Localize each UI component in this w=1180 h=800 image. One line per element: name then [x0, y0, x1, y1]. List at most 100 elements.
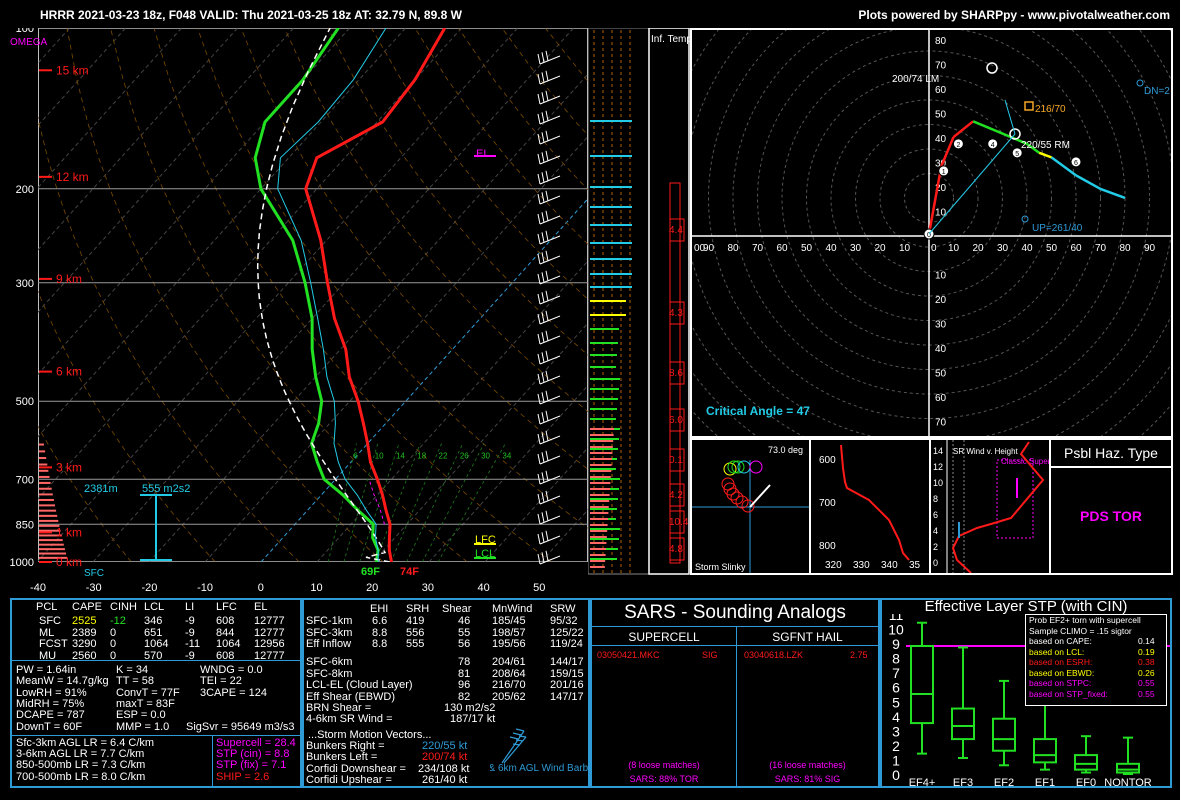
- kin-cell: 78: [458, 656, 471, 668]
- stp-y-label: 11: [889, 614, 904, 623]
- parcel-cell: -9: [185, 615, 195, 627]
- rm-label: 220/55 RM: [1021, 140, 1070, 151]
- lapse-rate: 850-500mb LR = 7.3 C/km: [16, 759, 146, 772]
- inferred-temp-column: 4.4 4.3 8.6 6.0 0.1 4.2 10.4 4.8 Inf. Temp.: [588, 28, 690, 575]
- stp-legend-row: based on CAPE: 0.14: [1026, 636, 1166, 647]
- storm-slinky: 73.0 deg Storm Slinky: [692, 445, 809, 573]
- pressure-tick: 100: [16, 28, 34, 35]
- slinky-ring: [735, 495, 749, 509]
- height-label: 9 km: [56, 272, 82, 286]
- mixing-ratio-label: 26: [460, 452, 469, 461]
- speed-bar: [39, 534, 62, 537]
- inf-red-bar: [590, 464, 612, 466]
- composite-index: STP (cin) = 8.8: [216, 748, 290, 761]
- stp-box: [951, 646, 975, 759]
- inf-bar: [590, 528, 620, 530]
- slinky-angle: 73.0 deg: [768, 445, 803, 455]
- hodo-x-label: 80: [727, 243, 739, 254]
- parcel-header: EL: [254, 601, 268, 613]
- mixing-ratio-label: 6: [353, 452, 358, 461]
- height-label: 15 km: [56, 63, 89, 77]
- hodo-height-marker: [1070, 156, 1082, 168]
- hodo-trace-segment: [927, 166, 943, 235]
- motion-label: Corfidi Upshear =: [306, 773, 392, 786]
- run-header: HRRR 2021-03-23 18z, F048 VALID: Thu 202…: [40, 8, 462, 22]
- temp-tick: -10: [197, 582, 213, 594]
- kin-cell: 82: [458, 690, 471, 703]
- inf-red-bar: [590, 488, 610, 490]
- sr-wind-y-label: 0: [933, 558, 938, 568]
- sars-title: SARS - Sounding Analogs: [624, 602, 846, 623]
- parcel-cell: 346: [144, 615, 163, 627]
- stp-legend-value: 0.14: [1138, 636, 1155, 646]
- kin-cell: 419: [406, 615, 425, 627]
- hodo-x-label: 40: [1021, 243, 1033, 254]
- parcel-cell: 844: [216, 626, 235, 639]
- inf-red-bar: [590, 476, 611, 478]
- wind-barb: [537, 310, 561, 325]
- kin-cell: 185/45: [492, 615, 526, 627]
- wind-barb: [537, 410, 561, 425]
- kinematic-panel: [302, 598, 590, 788]
- motion-label: Corfidi Downshear =: [306, 762, 406, 775]
- parcel-cell: 2525: [72, 615, 97, 627]
- parcel-cell: 12956: [254, 638, 285, 650]
- wind-barb: [537, 270, 561, 285]
- lm-label: 200/74 LM: [892, 74, 939, 85]
- speed-bar: [39, 543, 64, 546]
- stp-y-label: 8: [892, 651, 900, 667]
- hodo-height-label: 4: [991, 142, 995, 149]
- wind-barb: [537, 470, 561, 485]
- parcel-cell: 0: [110, 649, 117, 662]
- inf-bar: [590, 186, 632, 188]
- kin-cell: 81: [458, 667, 471, 680]
- sr-wind-y-label: 2: [933, 542, 938, 552]
- barb-legend-label: 1km & 6km AGL Wind Barbs: [490, 763, 590, 774]
- inf-frame-right: [648, 28, 690, 575]
- wind-barb: [537, 70, 561, 85]
- sr-label: 4-6km SR Wind =: [306, 713, 393, 725]
- supercell-match: 03050421.MKC: [597, 650, 660, 660]
- inf-value: 4.2: [669, 490, 683, 501]
- sr-wind-title: SR Wind v. Height: [953, 447, 1019, 456]
- kin-cell: 95/32: [550, 615, 578, 627]
- lapse-rate: 3-6km AGL LR = 7.7 C/km: [16, 748, 145, 761]
- slinky-ring: [730, 491, 744, 505]
- wind-barb: [537, 290, 561, 305]
- up-marker: [1021, 215, 1029, 223]
- thermo-index: TT = 58: [116, 675, 155, 688]
- slinky-title: Storm Slinky: [695, 562, 746, 572]
- wind-barb: [537, 430, 561, 445]
- omega-bar: [14, 262, 19, 265]
- wind-barb: [537, 350, 561, 365]
- blue-tick: [8, 158, 16, 160]
- hail-loose: (16 loose matches): [769, 760, 846, 770]
- hodo-y-label: 10: [935, 271, 947, 282]
- hodo-trace-segment: [940, 136, 955, 167]
- hodo-x-label: 50: [801, 243, 813, 254]
- hail-match: 03040618.LZK: [744, 650, 804, 660]
- inf-bar: [590, 448, 618, 450]
- omega-bar: [14, 118, 19, 121]
- parcel-cell: 1064: [216, 638, 241, 650]
- omega-bar: [14, 550, 19, 553]
- kin-cell: Eff Shear (EBWD): [306, 690, 396, 703]
- classic-supercell: Classic Supercell: [1001, 457, 1049, 466]
- kin-cell: 201/16: [550, 679, 584, 691]
- stp-y-label: 10: [888, 622, 904, 638]
- blue-tick: [8, 268, 16, 270]
- stp-y-label: 5: [892, 694, 900, 710]
- parcel-header: PCL: [36, 601, 58, 613]
- supercell-title: SUPERCELL: [628, 630, 700, 644]
- omega-bar: [14, 358, 19, 361]
- thermo-index: ConvT = 77F: [116, 686, 180, 699]
- speed-bar: [39, 539, 63, 542]
- hodo-y-label: 50: [935, 369, 947, 380]
- sr-value: 187/17 kt: [450, 713, 496, 725]
- parcel-header: LI: [185, 601, 195, 613]
- parcel-cell: -9: [185, 626, 195, 639]
- stp-legend: Prob EF2+ torn with supercell Sample CLI…: [1025, 614, 1167, 706]
- mixing-ratio-line: [437, 443, 506, 562]
- hodo-x-label: 20: [972, 243, 984, 254]
